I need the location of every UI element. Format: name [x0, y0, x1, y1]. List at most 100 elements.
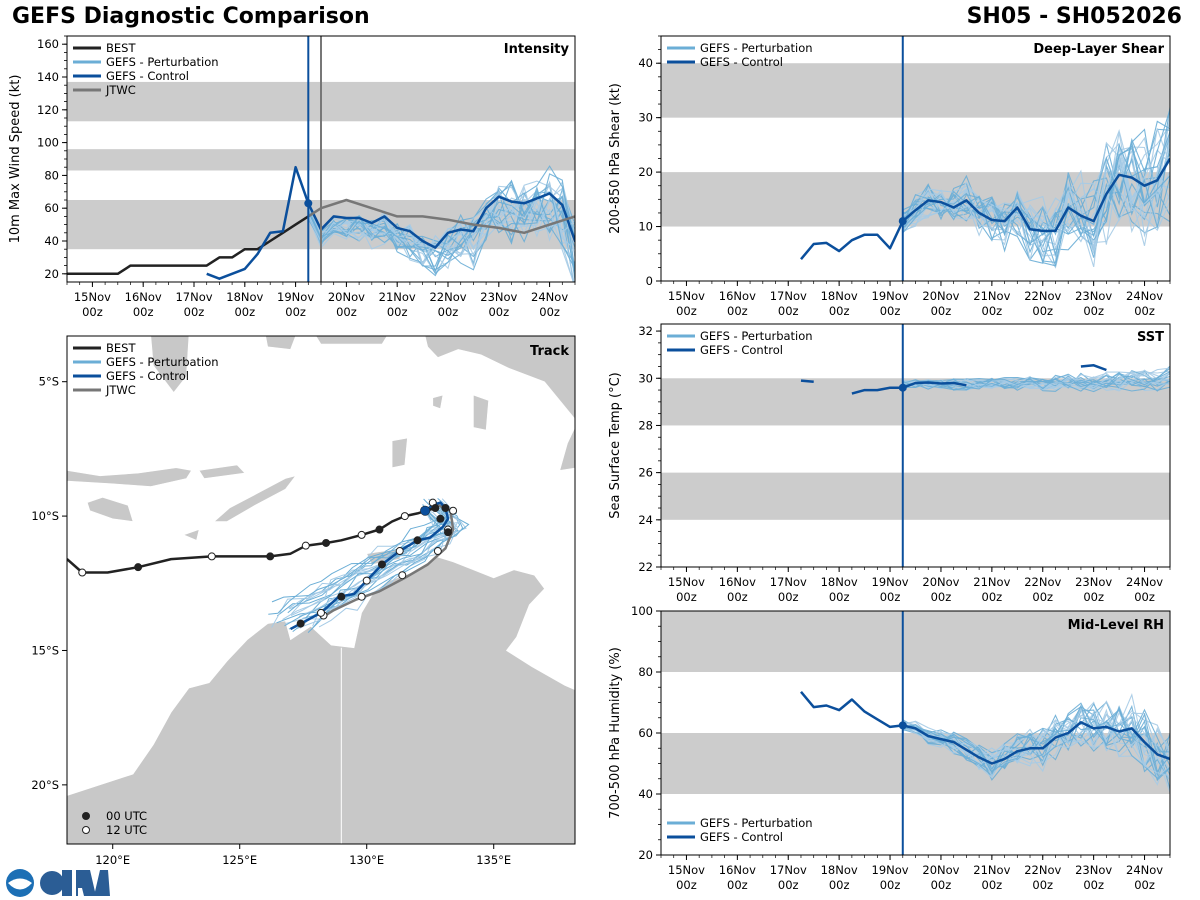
- perturbation-member-line: [307, 173, 575, 273]
- panel-sst: 22242628303215Nov00z16Nov00z17Nov00z18No…: [608, 323, 1171, 604]
- x-tick-label: 00z: [82, 305, 103, 319]
- page-title: GEFS Diagnostic Comparison: [12, 4, 370, 29]
- x-tick-label: 15Nov: [668, 289, 705, 303]
- panel-rh: 2040608010015Nov00z16Nov00z17Nov00z18Nov…: [608, 604, 1171, 892]
- land-sumba: [86, 496, 134, 522]
- x-tick-label: 15Nov: [668, 575, 705, 589]
- lat-tick-label: 15°S: [31, 643, 59, 657]
- lon-tick-label: 130°E: [349, 853, 384, 867]
- best-track-marker: [431, 504, 440, 513]
- jtwc-track-marker: [357, 592, 366, 601]
- control-track-marker: [444, 528, 452, 537]
- x-tick-label: 00z: [1083, 878, 1104, 892]
- perturbation-track-line: [268, 512, 442, 615]
- legend-label: GEFS - Perturbation: [700, 816, 813, 830]
- land-kai: [432, 394, 444, 410]
- cira-wordmark-shape: [62, 870, 110, 896]
- y-axis-label: 700-500 hPa Humidity (%): [608, 647, 623, 819]
- legend-label: GEFS - Control: [106, 369, 189, 383]
- y-tick-label: 26: [638, 466, 653, 480]
- land-buru: [265, 336, 296, 350]
- plot-area: [67, 81, 575, 282]
- y-axis-label: 10m Max Wind Speed (kt): [8, 75, 23, 244]
- plot-area: [661, 611, 1170, 794]
- y-tick-label: 160: [37, 37, 59, 51]
- x-tick-label: 00z: [931, 304, 952, 318]
- perturbation-member-line: [902, 143, 1170, 268]
- y-tick-label: 40: [638, 56, 653, 70]
- control-track-marker: [441, 504, 450, 513]
- shaded-band: [661, 63, 1170, 118]
- land-timor: [213, 475, 297, 522]
- best-track-marker: [134, 563, 143, 572]
- plot-area: [661, 364, 1170, 520]
- y-tick-label: 80: [638, 665, 653, 679]
- marker-legend-symbol: [82, 826, 90, 834]
- jtwc-track-line: [320, 501, 455, 620]
- x-tick-label: 00z: [1134, 878, 1155, 892]
- marker-legend-symbol: [82, 812, 90, 820]
- control-line: [800, 157, 1170, 261]
- land-rote: [182, 529, 200, 541]
- lat-tick-label: 20°S: [31, 778, 59, 792]
- x-tick-label: 18Nov: [821, 289, 858, 303]
- perturbation-track-line: [312, 498, 463, 627]
- best-track-marker: [207, 552, 216, 561]
- x-tick-label: 22Nov: [429, 290, 466, 304]
- control-track-marker: [413, 536, 422, 545]
- control-line: [206, 165, 575, 280]
- x-tick-label: 19Nov: [872, 575, 909, 589]
- x-tick-label: 00z: [727, 304, 748, 318]
- lon-tick-label: 120°E: [95, 853, 130, 867]
- best-track-line: [67, 215, 309, 276]
- perturbation-member-line: [902, 702, 1170, 773]
- panel-title: Deep-Layer Shear: [1033, 42, 1164, 57]
- x-tick-label: 19Nov: [277, 290, 314, 304]
- lon-tick-label: 135°E: [476, 853, 511, 867]
- x-tick-label: 00z: [1134, 304, 1155, 318]
- x-tick-label: 16Nov: [719, 289, 756, 303]
- perturbation-track-line: [291, 509, 451, 615]
- y-tick-label: 40: [638, 787, 653, 801]
- lon-tick-label: 125°E: [222, 853, 257, 867]
- x-tick-label: 00z: [1083, 590, 1104, 604]
- panel-track: 120°E 125°E 130°E 135°E 5°S 10°S 15°S 20°S Track…: [31, 335, 576, 867]
- shaded-band: [661, 611, 1170, 672]
- x-tick-label: 23Nov: [1075, 863, 1112, 877]
- x-tick-label: 21Nov: [973, 575, 1010, 589]
- legend-label: GEFS - Perturbation: [700, 41, 813, 55]
- x-tick-label: 15Nov: [74, 290, 111, 304]
- perturbation-member-line: [902, 705, 1170, 781]
- x-tick-label: 20Nov: [922, 289, 959, 303]
- y-tick-label: 24: [638, 513, 653, 527]
- legend-label: GEFS - Control: [106, 69, 189, 83]
- y-tick-label: 140: [37, 70, 59, 84]
- panel-title: SST: [1137, 330, 1164, 345]
- x-tick-label: 18Nov: [226, 290, 263, 304]
- legend-label: BEST: [106, 341, 136, 355]
- x-tick-label: 24Nov: [531, 290, 568, 304]
- control-track-marker: [362, 576, 371, 585]
- jtwc-line: [307, 198, 575, 235]
- x-tick-label: 16Nov: [719, 575, 756, 589]
- current-position-marker: [420, 506, 430, 516]
- control-track-marker: [377, 560, 386, 569]
- y-axis-label: 200-850 hPa Shear (kt): [608, 83, 623, 234]
- x-tick-label: 21Nov: [973, 863, 1010, 877]
- land-sulawesi: [150, 336, 190, 393]
- analysis-marker: [898, 217, 907, 226]
- panel-shear: 01020304015Nov00z16Nov00z17Nov00z18Nov00…: [608, 35, 1171, 318]
- y-tick-label: 20: [638, 165, 653, 179]
- panel-title: Track: [530, 344, 569, 359]
- land-new-guinea: [424, 336, 575, 471]
- control-line: [800, 379, 814, 384]
- y-tick-label: 120: [37, 103, 59, 117]
- y-tick-label: 100: [631, 604, 653, 618]
- x-tick-label: 15Nov: [668, 863, 705, 877]
- x-tick-label: 00z: [829, 590, 850, 604]
- x-tick-label: 00z: [931, 590, 952, 604]
- best-track-marker: [357, 530, 366, 539]
- x-tick-label: 23Nov: [480, 290, 517, 304]
- legend-label: GEFS - Perturbation: [700, 329, 813, 343]
